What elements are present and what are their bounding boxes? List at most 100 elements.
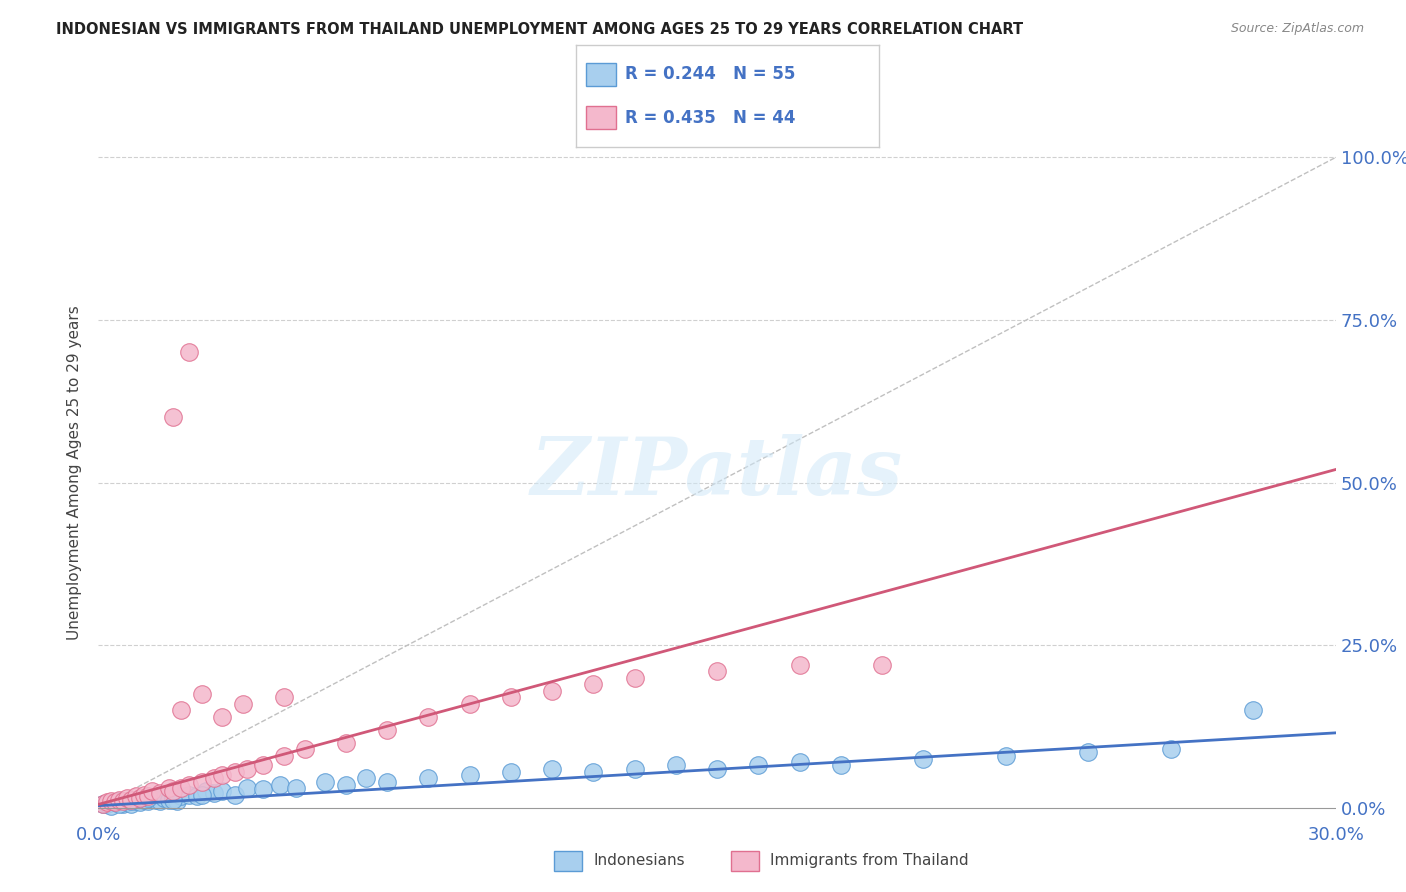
Text: R = 0.244   N = 55: R = 0.244 N = 55 xyxy=(624,65,796,83)
Text: ZIPatlas: ZIPatlas xyxy=(531,434,903,511)
Point xyxy=(120,793,142,807)
Point xyxy=(162,410,184,425)
Point xyxy=(458,768,481,782)
Text: INDONESIAN VS IMMIGRANTS FROM THAILAND UNEMPLOYMENT AMONG AGES 25 TO 29 YEARS CO: INDONESIAN VS IMMIGRANTS FROM THAILAND U… xyxy=(56,22,1024,37)
Point xyxy=(830,758,852,772)
Point xyxy=(145,793,167,807)
Point xyxy=(335,778,357,792)
Point xyxy=(128,790,150,805)
Text: Immigrants from Thailand: Immigrants from Thailand xyxy=(770,854,969,868)
Point xyxy=(117,796,139,810)
Point xyxy=(211,784,233,798)
Bar xyxy=(731,851,759,871)
Text: R = 0.435   N = 44: R = 0.435 N = 44 xyxy=(624,109,796,127)
Point xyxy=(269,778,291,792)
Point xyxy=(789,755,811,769)
Point xyxy=(623,671,645,685)
Point xyxy=(120,794,142,808)
Point xyxy=(100,798,122,813)
Point xyxy=(582,764,605,779)
Point xyxy=(252,782,274,797)
Point xyxy=(194,784,217,798)
Point xyxy=(157,781,180,796)
Point xyxy=(100,794,122,808)
Point xyxy=(314,774,336,789)
Point xyxy=(335,736,357,750)
Point xyxy=(108,797,131,812)
Point xyxy=(375,723,398,737)
Text: Indonesians: Indonesians xyxy=(593,854,685,868)
Point xyxy=(141,790,163,805)
Point xyxy=(96,796,118,810)
Bar xyxy=(554,851,582,871)
Point xyxy=(120,797,142,811)
Point xyxy=(236,762,259,776)
Bar xyxy=(585,62,616,86)
Point xyxy=(190,788,212,802)
Point xyxy=(499,690,522,704)
Point xyxy=(170,789,193,803)
Point xyxy=(582,677,605,691)
Point xyxy=(162,790,184,805)
Point xyxy=(273,748,295,763)
Point xyxy=(870,657,893,672)
Point xyxy=(117,790,139,805)
Point xyxy=(252,758,274,772)
Point xyxy=(128,796,150,810)
Point xyxy=(149,786,172,800)
Point xyxy=(170,781,193,796)
Point xyxy=(202,786,225,800)
Point xyxy=(541,762,564,776)
Point xyxy=(162,784,184,798)
Point xyxy=(149,794,172,808)
Point xyxy=(418,772,440,786)
Point xyxy=(236,781,259,796)
Point xyxy=(211,709,233,723)
Point xyxy=(104,796,127,810)
Point xyxy=(912,752,935,766)
Point xyxy=(285,781,308,796)
Point xyxy=(136,794,159,808)
Point xyxy=(375,774,398,789)
Point xyxy=(994,748,1017,763)
Point xyxy=(294,742,316,756)
Point xyxy=(179,345,201,359)
Point xyxy=(157,793,180,807)
Point xyxy=(706,762,728,776)
Point xyxy=(356,772,378,786)
Point xyxy=(108,793,131,807)
Point xyxy=(153,790,176,805)
Point xyxy=(108,794,131,808)
Point xyxy=(747,758,769,772)
Point xyxy=(162,793,184,807)
Y-axis label: Unemployment Among Ages 25 to 29 years: Unemployment Among Ages 25 to 29 years xyxy=(67,305,83,640)
Point xyxy=(112,794,135,808)
Point xyxy=(202,772,225,786)
Point xyxy=(789,657,811,672)
Point xyxy=(96,797,118,812)
Point xyxy=(211,768,233,782)
Point xyxy=(141,784,163,798)
Point xyxy=(124,794,146,808)
Point xyxy=(112,797,135,812)
Point xyxy=(623,762,645,776)
Point xyxy=(104,796,127,810)
Point xyxy=(224,764,246,779)
Point xyxy=(91,797,114,812)
Point xyxy=(132,793,155,807)
Point xyxy=(124,789,146,803)
Point xyxy=(91,797,114,812)
Point xyxy=(458,697,481,711)
Point xyxy=(1160,742,1182,756)
Point xyxy=(232,697,254,711)
Point xyxy=(273,690,295,704)
Point xyxy=(179,778,201,792)
Point xyxy=(166,794,188,808)
Text: Source: ZipAtlas.com: Source: ZipAtlas.com xyxy=(1230,22,1364,36)
Point xyxy=(1241,703,1264,717)
Point xyxy=(499,764,522,779)
Point xyxy=(190,687,212,701)
Point xyxy=(418,709,440,723)
Point xyxy=(706,664,728,678)
Point xyxy=(224,788,246,802)
